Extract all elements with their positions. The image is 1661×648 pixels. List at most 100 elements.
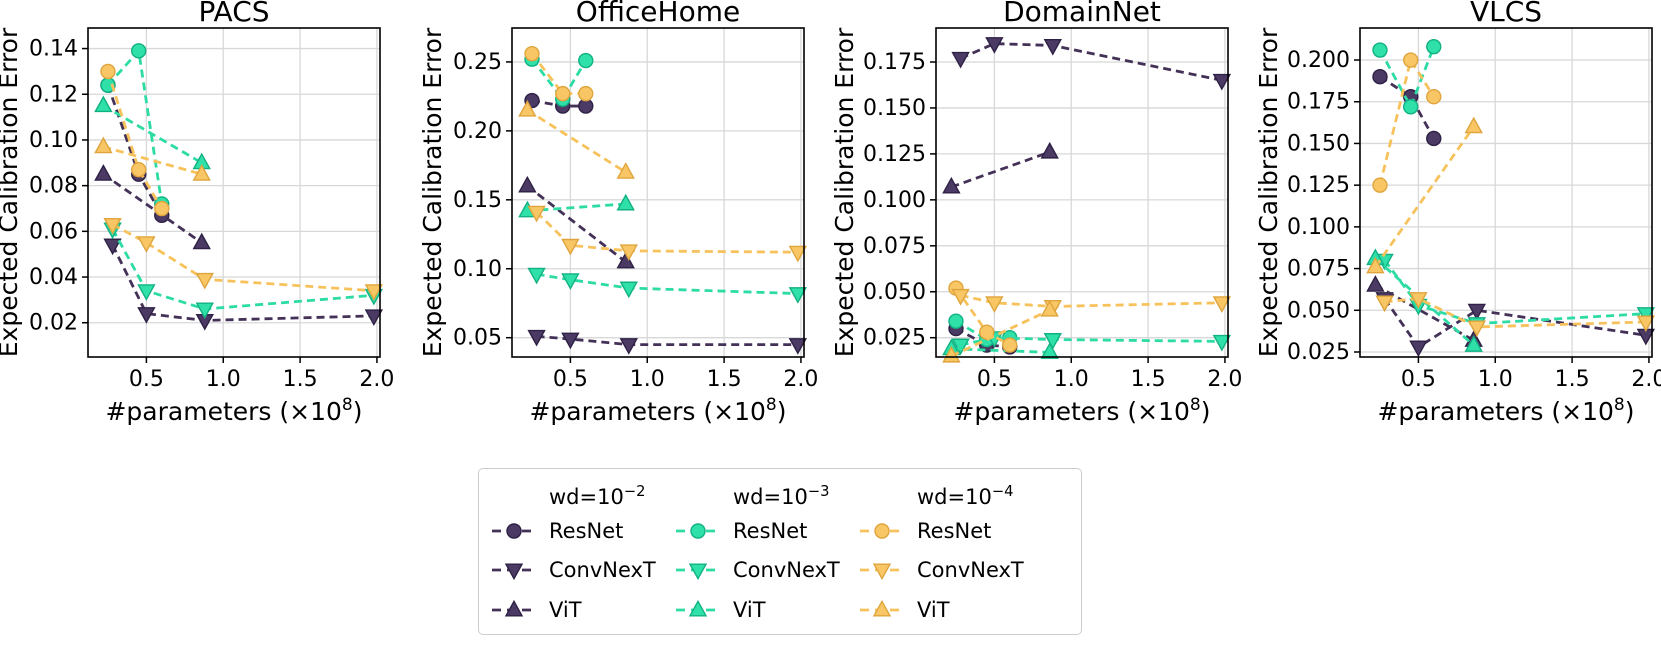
legend-label: ViT <box>549 597 582 622</box>
data-point-circle <box>948 313 964 329</box>
legend-header: wd=10−3 <box>733 483 830 509</box>
circle-marker-icon <box>860 522 904 539</box>
data-point-triangle-down <box>504 563 524 581</box>
data-point-circle <box>131 43 147 59</box>
circle-marker-icon <box>676 522 720 539</box>
data-point-triangle-up <box>94 164 113 181</box>
series-line-convnext-wd2 <box>111 244 374 322</box>
data-point-triangle-up <box>616 193 635 211</box>
legend-label: ResNet <box>917 518 992 543</box>
data-point-triangle-down <box>561 332 580 350</box>
y-tick-label: 0.125 <box>1287 173 1350 198</box>
data-point-triangle-down <box>195 272 214 290</box>
data-point-triangle-up <box>942 176 961 194</box>
data-point-triangle-down <box>619 281 638 299</box>
x-tick-label: 2.0 <box>359 367 394 392</box>
data-point-circle <box>555 85 571 102</box>
series-line-vit-wd4 <box>526 108 627 174</box>
triangle-up-marker-icon <box>492 599 536 617</box>
data-point-circle <box>1426 130 1442 147</box>
triangle-up-marker-icon <box>676 599 720 617</box>
series-line-convnext-wd4 <box>111 223 374 293</box>
data-point-triangle-up <box>518 100 537 117</box>
data-point-circle <box>506 522 522 539</box>
data-point-triangle-up <box>1040 141 1059 159</box>
y-axis-label: Expected Calibration Error <box>1254 27 1283 357</box>
legend-item-resnet: ResNet <box>859 513 1043 549</box>
series-line-vit-wd4 <box>1374 125 1475 268</box>
data-point-triangle-up <box>616 251 635 269</box>
x-axis-label: #parameters (×108) <box>529 395 786 426</box>
y-tick-label: 0.25 <box>453 50 502 75</box>
series-line-convnext-wd4 <box>535 211 798 254</box>
data-point-triangle-down <box>985 296 1004 313</box>
y-tick-label: 0.02 <box>29 311 78 336</box>
data-point-triangle-down <box>364 309 384 327</box>
panel-domainnet: 0.5 1.0 1.5 2.0 0.025 0.050 0.075 0.100 0.125 0.1… <box>830 0 1242 426</box>
legend-item-vit: ViT <box>859 592 1043 628</box>
data-point-triangle-up <box>192 232 211 250</box>
data-point-triangle-down <box>1212 334 1232 352</box>
data-point-triangle-down <box>1212 73 1232 91</box>
data-point-triangle-down <box>788 287 808 304</box>
y-tick-label: 0.075 <box>1287 257 1350 282</box>
y-tick-label: 0.050 <box>863 280 926 305</box>
series-line-resnet-wd3 <box>1378 46 1436 111</box>
y-axis-label: Expected Calibration Error <box>418 27 447 357</box>
series-line-convnext-wd2 <box>960 42 1223 82</box>
y-tick-label: 0.12 <box>29 82 78 107</box>
x-tick-label: 0.5 <box>1401 367 1436 392</box>
data-point-circle <box>578 52 594 69</box>
series-line-convnext-wd3 <box>960 336 1222 347</box>
y-tick-label: 0.175 <box>1287 90 1350 115</box>
triangle-down-marker-icon <box>676 563 720 581</box>
panel-title: DomainNet <box>1003 0 1161 28</box>
y-tick-label: 0.200 <box>1287 48 1350 73</box>
y-tick-label: 0.15 <box>453 188 502 213</box>
x-tick-label: 1.0 <box>630 367 665 392</box>
data-point-triangle-up <box>1040 342 1059 359</box>
panel-title: OfficeHome <box>576 0 740 28</box>
data-point-circle <box>524 45 540 62</box>
data-point-triangle-down <box>1212 296 1232 313</box>
x-tick-label: 2.0 <box>1207 367 1242 392</box>
legend-header: wd=10−2 <box>549 483 646 509</box>
y-tick-label: 0.08 <box>29 174 78 199</box>
data-point-circle <box>1372 69 1388 85</box>
legend-label: ResNet <box>549 518 624 543</box>
y-tick-label: 0.075 <box>863 234 926 259</box>
x-tick-label: 0.5 <box>553 367 588 392</box>
data-point-circle <box>1002 337 1018 353</box>
x-tick-label: 1.0 <box>1478 367 1513 392</box>
legend: wd=10−2 ResNet ConvNexT ViT wd=10−3 ResNet Con… <box>478 468 1082 635</box>
data-point-triangle-down <box>1467 303 1486 321</box>
legend-header: wd=10−4 <box>917 483 1014 509</box>
data-point-triangle-down <box>1409 340 1428 358</box>
data-point-triangle-down <box>1409 292 1428 309</box>
y-tick-label: 0.10 <box>453 257 502 282</box>
data-point-triangle-down <box>195 302 214 320</box>
series-line-convnext-wd2 <box>1383 297 1647 349</box>
series-line-convnext-wd4 <box>1384 297 1646 329</box>
data-point-triangle-down <box>1375 295 1394 313</box>
series-line-convnext-wd3 <box>536 272 798 295</box>
x-tick-label: 0.5 <box>977 367 1012 392</box>
data-point-triangle-down <box>788 245 808 263</box>
data-point-triangle-down <box>1467 320 1486 338</box>
series-line-vit-wd2 <box>102 173 203 244</box>
data-point-triangle-down <box>103 238 122 256</box>
data-point-triangle-down <box>527 329 546 347</box>
series-line-resnet-wd2 <box>1379 75 1435 140</box>
data-point-triangle-up <box>518 175 537 193</box>
data-point-triangle-down <box>137 236 156 253</box>
series-line-convnext-wd2 <box>536 334 798 346</box>
data-point-circle <box>131 161 147 178</box>
series-line-resnet-wd3 <box>106 47 164 205</box>
legend-column-wd2: wd=10−2 ResNet ConvNexT ViT <box>491 477 675 628</box>
y-tick-label: 0.04 <box>29 265 78 290</box>
data-point-triangle-up <box>942 345 961 363</box>
data-point-triangle-down <box>137 284 156 301</box>
y-tick-label: 0.06 <box>29 219 78 244</box>
series-line-vit-wd4 <box>102 145 203 176</box>
